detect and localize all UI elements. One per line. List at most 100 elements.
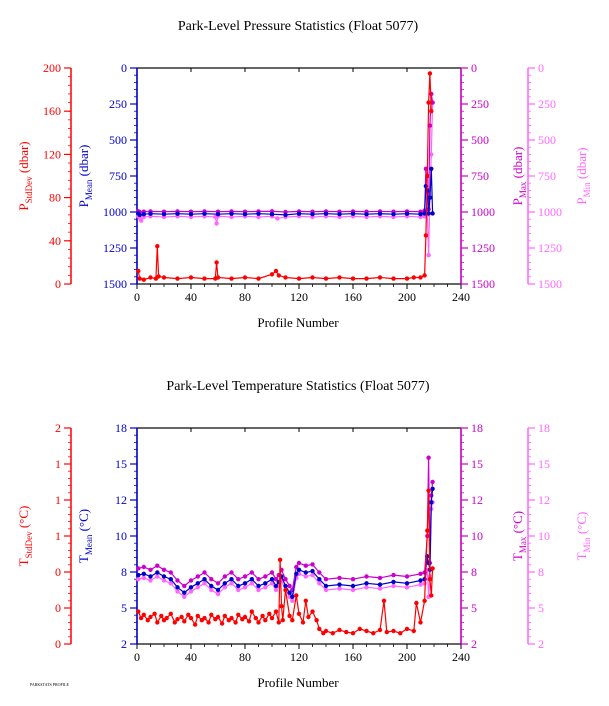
temperature-min-axis-label: TMin (°C) bbox=[574, 512, 592, 561]
temperature-max-data-point bbox=[242, 574, 248, 579]
temperature-sd-data-point bbox=[152, 611, 157, 616]
temperature-sd-data-point bbox=[344, 629, 349, 635]
pressure-min-tick-label: 0 bbox=[538, 61, 544, 75]
temperature-mean-data-point bbox=[303, 570, 308, 575]
pressure-sd-tick-label: 160 bbox=[43, 104, 61, 118]
temperature-min-data-point bbox=[317, 581, 322, 586]
temperature-sd-data-point bbox=[202, 615, 207, 621]
temperature-min-data-point bbox=[303, 574, 308, 579]
temperature-min-tick-label: 2 bbox=[538, 637, 544, 651]
pressure-mean-data-point bbox=[364, 212, 369, 217]
temperature-max-data-point bbox=[296, 560, 302, 566]
pressure-sd-data-point bbox=[269, 272, 275, 277]
pressure-sd-data-point bbox=[242, 275, 248, 280]
pressure-sd-data-point bbox=[229, 276, 234, 281]
temperature-min-data-point bbox=[256, 587, 261, 593]
temperature-x-tick-label: 120 bbox=[290, 650, 308, 664]
temperature-sd-data-point bbox=[303, 598, 308, 603]
pressure-min-tick-label: 500 bbox=[538, 133, 556, 147]
temperature-max-data-point bbox=[323, 577, 329, 582]
temperature-sd-data-point bbox=[236, 612, 241, 617]
pressure-sd-tick-label: 80 bbox=[49, 191, 61, 205]
temperature-sd-data-point bbox=[168, 611, 173, 616]
temperature-mean-data-point bbox=[269, 577, 275, 582]
temperature-max-data-point bbox=[364, 574, 369, 579]
pressure-mean-data-point bbox=[202, 211, 207, 216]
pressure-sd-data-point bbox=[148, 275, 153, 280]
pressure-sd-data-point bbox=[296, 276, 302, 281]
temperature-mean-data-point bbox=[195, 581, 200, 586]
temperature-max-data-point bbox=[337, 575, 342, 581]
pressure-x-tick-label: 240 bbox=[452, 290, 470, 304]
pressure-mean-tick-label: 1000 bbox=[103, 205, 127, 219]
temperature-x-tick-label: 240 bbox=[452, 650, 470, 664]
temperature-min-data-point bbox=[215, 591, 221, 597]
temperature-max-tick-label: 15 bbox=[471, 457, 483, 471]
pressure-sd-data-point bbox=[422, 273, 427, 278]
pressure-mean-tick-label: 1250 bbox=[103, 241, 127, 255]
pressure-max-tick-label: 750 bbox=[471, 169, 489, 183]
temperature-max-data-point bbox=[215, 581, 221, 586]
temperature-max-data-point bbox=[426, 455, 431, 460]
temperature-sd-data-point bbox=[155, 620, 160, 625]
pressure-x-tick-label: 200 bbox=[398, 290, 416, 304]
temperature-sd-data-point bbox=[337, 627, 342, 633]
temperature-sd-data-point bbox=[280, 618, 285, 623]
temperature-max-data-point bbox=[310, 562, 315, 567]
temperature-mean-data-point bbox=[161, 574, 167, 579]
temperature-sd-data-point bbox=[260, 613, 265, 619]
temperature-min-data-point bbox=[422, 581, 427, 586]
pressure-sd-data-point bbox=[337, 275, 342, 280]
temperature-mean-tick-label: 10 bbox=[115, 529, 127, 543]
temperature-min-tick-label: 15 bbox=[538, 457, 550, 471]
temperature-min-tick-label: 8 bbox=[538, 565, 544, 579]
temperature-sd-data-point bbox=[233, 620, 238, 625]
pressure-sd-data-point bbox=[423, 233, 429, 238]
temperature-sd-data-point bbox=[300, 620, 306, 625]
temperature-min-data-point bbox=[337, 586, 342, 591]
temperature-x-tick-label: 0 bbox=[134, 650, 140, 664]
temperature-min-data-point bbox=[263, 585, 268, 590]
temperature-min-data-point bbox=[323, 587, 329, 593]
temperature-mean-data-point bbox=[202, 577, 207, 582]
temperature-chart-title: Park-Level Temperature Statistics (Float… bbox=[166, 379, 429, 394]
temperature-max-data-point bbox=[256, 577, 261, 582]
temperature-sd-data-point bbox=[429, 593, 434, 598]
temperature-sd-tick-label: 0 bbox=[55, 565, 61, 579]
temperature-mean-data-point bbox=[182, 590, 187, 595]
pressure-mean-data-point bbox=[229, 211, 234, 216]
pressure-mean-data-point bbox=[337, 212, 342, 217]
temperature-sd-tick-label: 2 bbox=[55, 421, 61, 435]
pressure-sd-data-point bbox=[426, 100, 431, 105]
pressure-mean-data-point bbox=[141, 212, 146, 217]
pressure-sd-tick-label: 0 bbox=[55, 277, 61, 291]
temperature-sd-data-point bbox=[357, 626, 362, 632]
pressure-mean-data-point bbox=[426, 211, 431, 216]
temperature-mean-data-point bbox=[229, 577, 234, 582]
temperature-max-tick-label: 5 bbox=[471, 601, 477, 615]
temperature-max-data-point bbox=[182, 583, 187, 589]
pressure-mean-data-point bbox=[391, 212, 396, 217]
temperature-sd-data-point bbox=[287, 613, 292, 619]
temperature-max-data-point bbox=[283, 577, 288, 582]
temperature-min-tick-label: 5 bbox=[538, 601, 544, 615]
temperature-min-data-point bbox=[195, 585, 200, 590]
temperature-sd-data-point bbox=[141, 612, 146, 617]
temperature-max-data-point bbox=[377, 575, 383, 581]
pressure-sd-data-point bbox=[141, 277, 146, 282]
pressure-mean-data-point bbox=[242, 212, 248, 217]
pressure-mean-data-point bbox=[323, 211, 329, 216]
temperature-max-data-point bbox=[273, 577, 279, 582]
pressure-mean-tick-label: 750 bbox=[109, 169, 127, 183]
temperature-sd-data-point bbox=[138, 615, 144, 621]
temperature-sd-data-point bbox=[371, 631, 376, 636]
temperature-x-tick-label: 40 bbox=[185, 650, 197, 664]
temperature-sd-data-point bbox=[377, 627, 383, 633]
temperature-sd-tick-label: 0 bbox=[55, 601, 61, 615]
temperature-mean-tick-label: 15 bbox=[115, 457, 127, 471]
temperature-sd-data-point bbox=[188, 615, 194, 621]
temperature-min-data-point bbox=[290, 598, 295, 603]
pressure-max-tick-label: 500 bbox=[471, 133, 489, 147]
pressure-min-data-point bbox=[256, 214, 261, 220]
temperature-sd-tick-label: 0 bbox=[55, 637, 61, 651]
